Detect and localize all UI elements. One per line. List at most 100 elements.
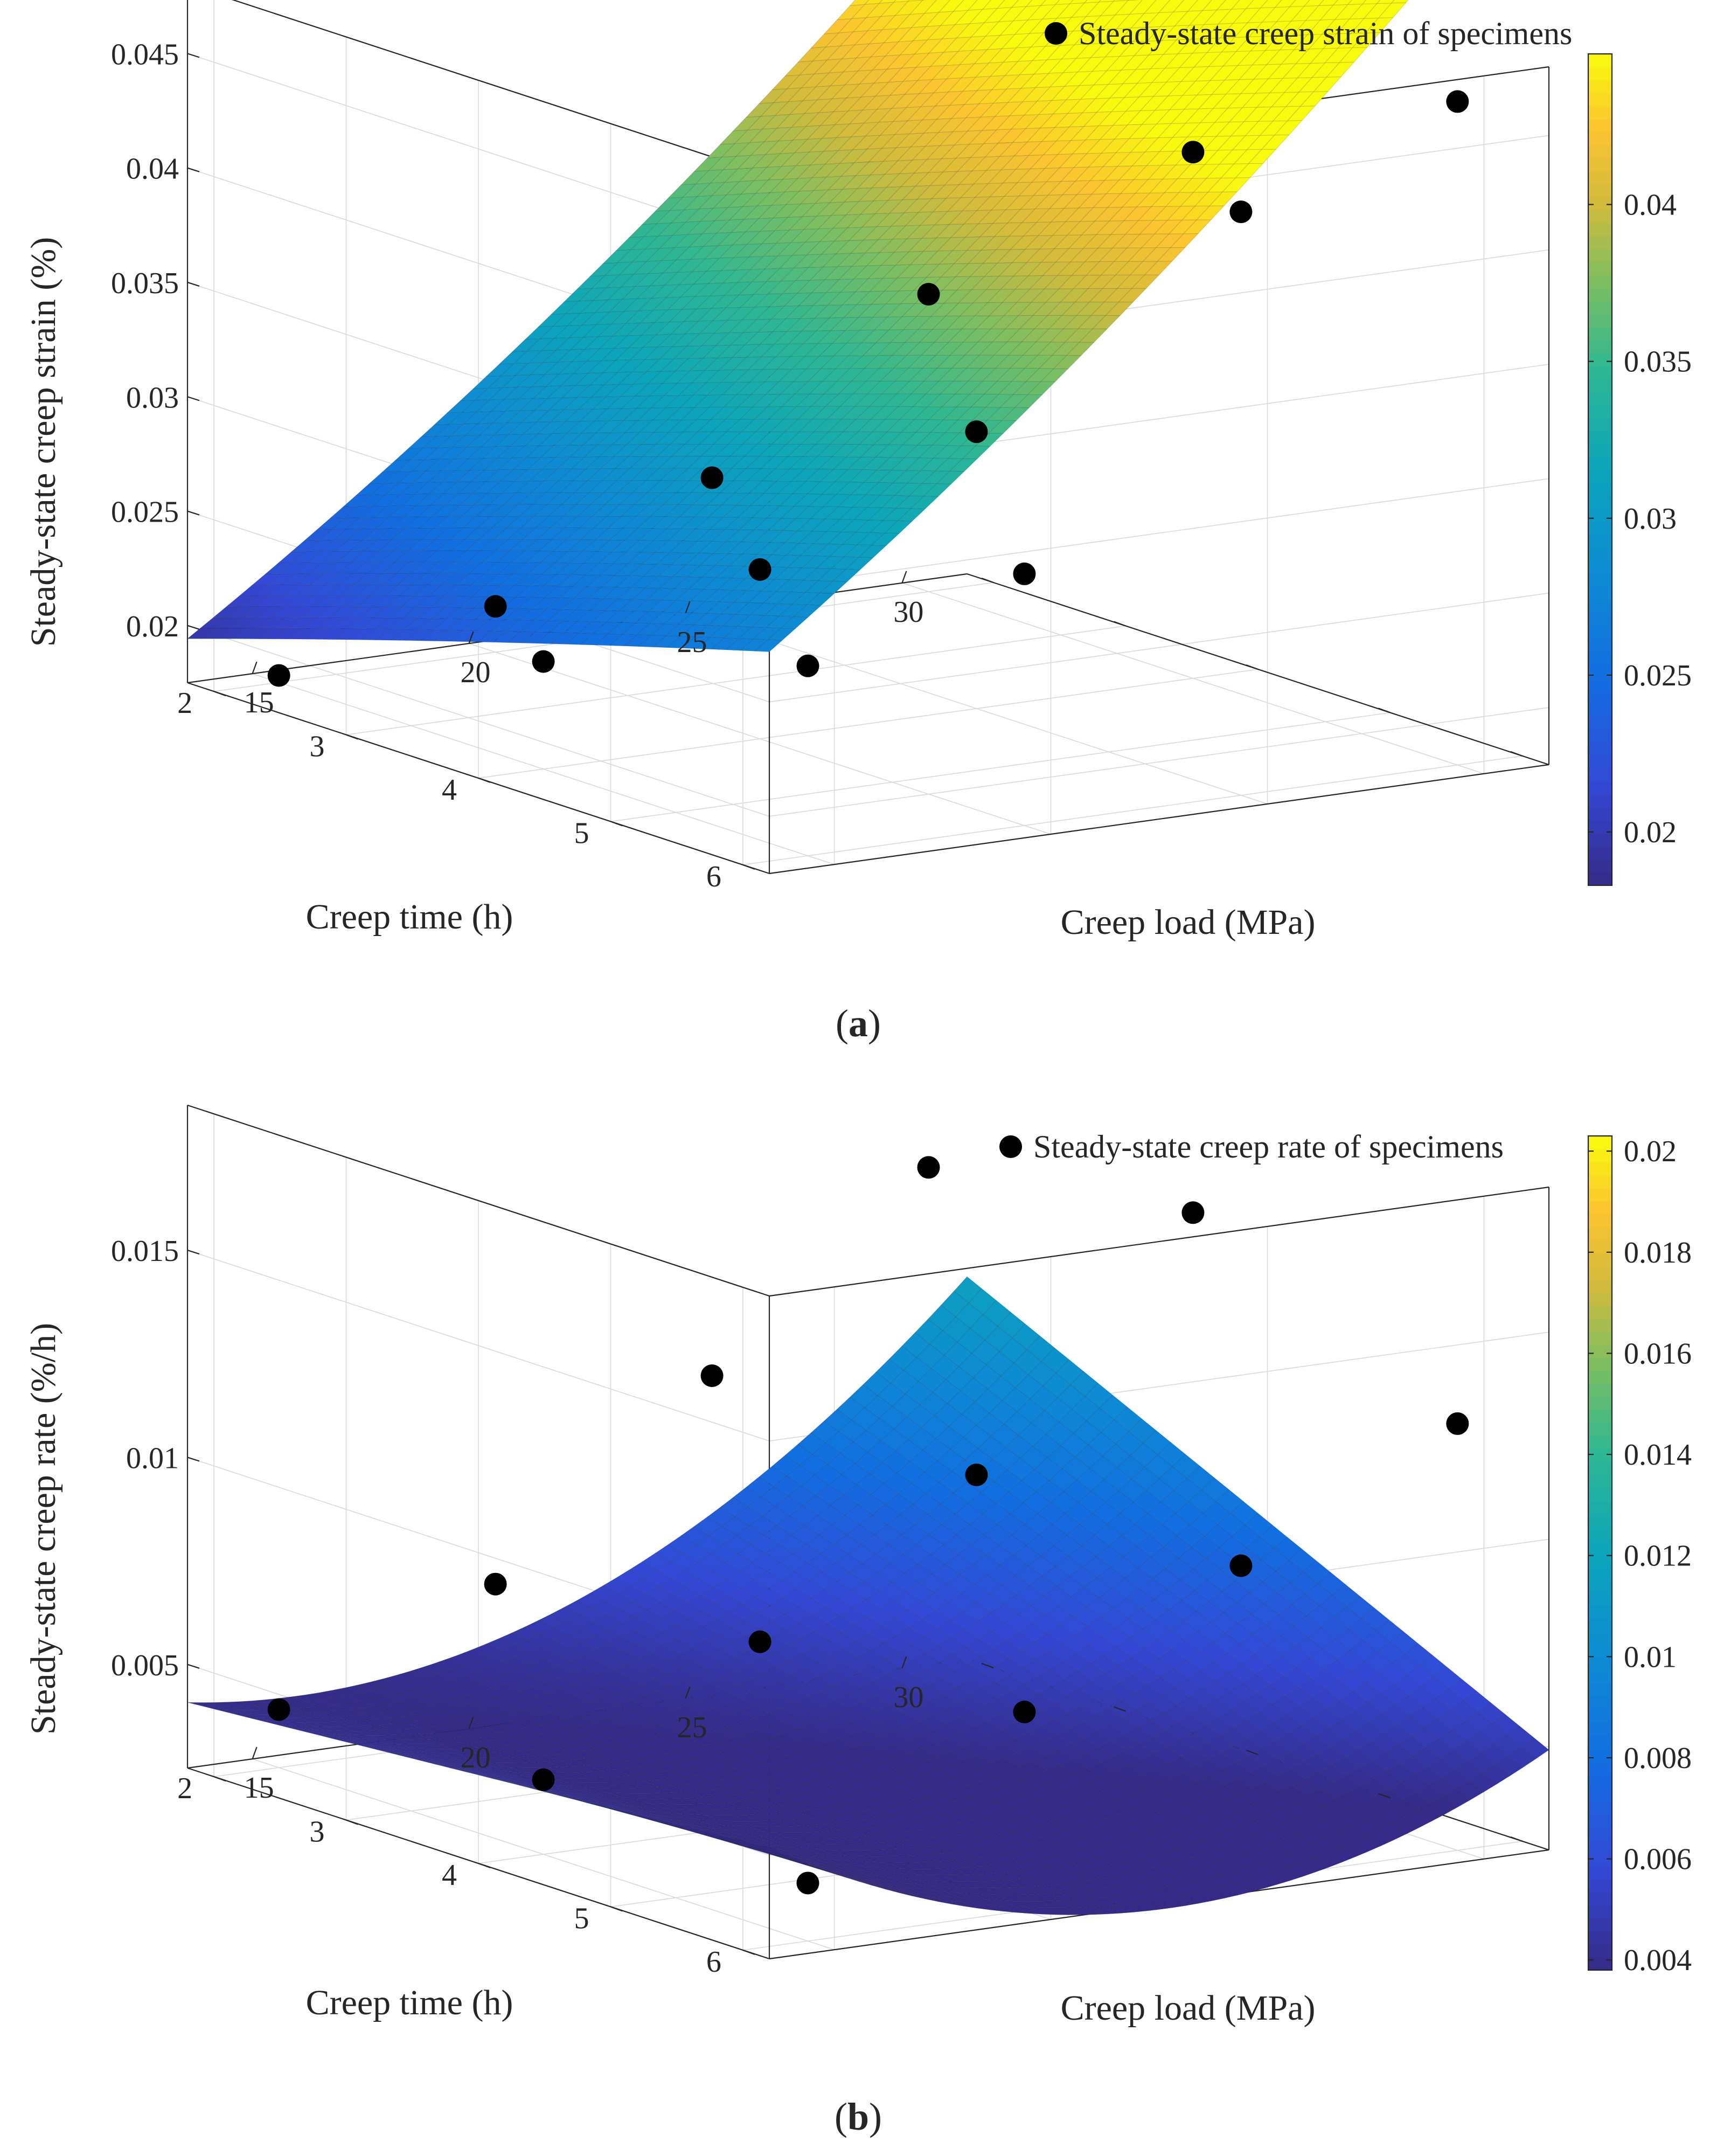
- colorbar-segment: [1588, 638, 1612, 652]
- data-point: [748, 558, 771, 581]
- x-axis-label: Creep load (MPa): [1061, 903, 1316, 942]
- box-edge: [769, 764, 1549, 875]
- surface-patch: [1054, 0, 1074, 5]
- y-tick-label: 6: [706, 860, 721, 893]
- colorbar-segment: [1588, 106, 1612, 120]
- colorbar-segment: [1588, 235, 1612, 249]
- colorbar-segment: [1588, 131, 1612, 145]
- surface-patch: [1361, 0, 1381, 5]
- colorbar-segment: [1588, 612, 1612, 626]
- y-tick-mark: [981, 578, 994, 584]
- x-tick-mark: [252, 661, 258, 674]
- colorbar-segment: [1588, 794, 1612, 808]
- y-tick-label: 2: [177, 687, 192, 720]
- surface-patch: [1025, 0, 1046, 7]
- z-axis-label: Steady-state creep strain (%): [24, 237, 63, 647]
- legend-marker: [1045, 22, 1067, 45]
- colorbar-segment: [1588, 729, 1612, 743]
- colorbar-segment: [1588, 431, 1612, 445]
- colorbar-segment: [1588, 314, 1612, 328]
- colorbar-segment: [1588, 301, 1612, 314]
- z-tick-label: 0.035: [111, 267, 179, 300]
- data-point: [965, 1464, 988, 1487]
- colorbar-segment: [1588, 287, 1612, 301]
- colorbar-segment: [1588, 210, 1612, 224]
- colorbar-segment: [1588, 664, 1612, 678]
- surface-patch: [1216, 0, 1240, 10]
- surface-patch: [1083, 0, 1101, 3]
- data-point: [1181, 1201, 1205, 1224]
- x-tick-label: 30: [893, 595, 923, 629]
- z-tick-mark: [187, 167, 200, 172]
- panel-caption: (a): [836, 1002, 881, 1045]
- y-axis-label: Creep time (h): [306, 897, 513, 937]
- colorbar-segment: [1588, 157, 1612, 171]
- data-point: [917, 1156, 940, 1179]
- data-point: [700, 466, 724, 489]
- colorbar-segment: [1588, 690, 1612, 704]
- colorbar-segment: [1588, 742, 1612, 756]
- surface-patch: [1069, 0, 1088, 4]
- surface-patch: [1332, 0, 1352, 5]
- surface-patch: [1318, 0, 1338, 6]
- colorbar-segment: [1588, 599, 1612, 613]
- colorbar-segment: [1588, 846, 1612, 860]
- colorbar-segment: [1588, 651, 1612, 665]
- colorbar-tick-label: 0.035: [1624, 345, 1692, 379]
- colorbar-segment: [1588, 807, 1612, 821]
- data-point: [484, 1572, 507, 1596]
- x-tick-label: 20: [461, 656, 491, 689]
- colorbar-segment: [1588, 755, 1612, 769]
- colorbar-segment: [1588, 521, 1612, 535]
- surface-patch: [1158, 0, 1185, 13]
- surface-patch: [1040, 0, 1060, 6]
- colorbar-segment: [1588, 625, 1612, 639]
- chart-panel-b: 0.0050.010.0152345615202530Steady-state …: [24, 1104, 1692, 2138]
- colorbar-segment: [1588, 508, 1612, 522]
- colorbar-segment: [1588, 677, 1612, 691]
- surface-patch: [1289, 0, 1310, 8]
- data-point: [917, 282, 940, 306]
- colorbar-segment: [1588, 54, 1612, 67]
- colorbar-segment: [1588, 144, 1612, 158]
- data-point: [748, 1630, 771, 1653]
- surface-patch: [1391, 0, 1409, 4]
- surface-patch: [1245, 0, 1268, 9]
- colorbar-segment: [1588, 365, 1612, 379]
- surface-patch: [1260, 0, 1282, 9]
- z-tick-label: 0.025: [111, 496, 179, 529]
- surface-patch: [1376, 0, 1395, 4]
- colorbar-segment: [1588, 261, 1612, 275]
- box-edge: [231, 0, 770, 177]
- colorbar-segment: [1588, 586, 1612, 600]
- y-tick-label: 5: [574, 816, 589, 850]
- colorbar-segment: [1588, 119, 1612, 133]
- surface-patch: [1127, 0, 1140, 1]
- colorbar-segment: [1588, 67, 1612, 81]
- colorbar-segment: [1588, 80, 1612, 94]
- data-point: [532, 1768, 555, 1791]
- surface: [187, 1276, 1549, 1916]
- legend: Steady-state creep strain of specimens: [1045, 16, 1572, 51]
- colorbar-segment: [1588, 352, 1612, 366]
- colorbar-segment: [1588, 93, 1612, 107]
- colorbar-segment: [1588, 703, 1612, 717]
- surface-patch: [1098, 0, 1115, 3]
- z-tick-label: 0.04: [126, 152, 179, 186]
- z-tick-label: 0.045: [111, 38, 179, 71]
- y-tick-mark: [478, 777, 491, 784]
- colorbar-segment: [1588, 456, 1612, 470]
- surface-patch: [1113, 0, 1129, 2]
- surface-patch: [1201, 0, 1226, 11]
- colorbar-segment: [1588, 418, 1612, 431]
- colorbar-segment: [1588, 547, 1612, 561]
- colorbar-segment: [1588, 482, 1612, 496]
- z-tick-mark: [187, 625, 200, 630]
- data-point: [1181, 141, 1205, 164]
- colorbar-segment: [1588, 768, 1612, 782]
- surface-patch: [1143, 0, 1171, 14]
- x-tick-mark: [901, 571, 907, 584]
- data-point: [796, 654, 819, 677]
